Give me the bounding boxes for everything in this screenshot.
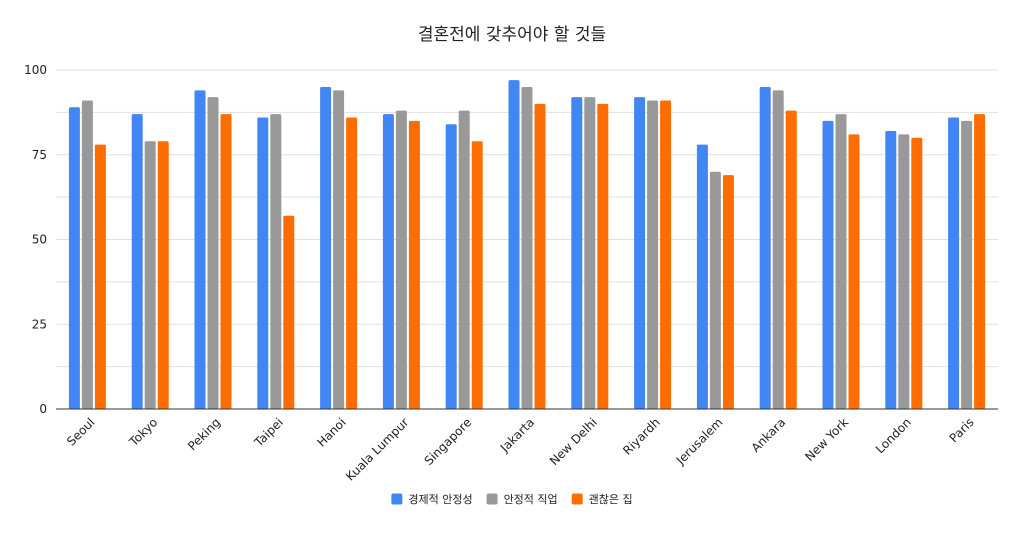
x-tick-label: New York [802,415,851,464]
x-tick-label: Seoul [64,415,97,448]
x-tick-label: London [873,415,914,456]
bar [521,86,533,409]
legend: 경제적 안정성 안정적 직업 괜찮은 집 [391,493,633,506]
bar [534,103,546,410]
bar [194,90,206,409]
bar [270,114,282,409]
x-tick-label: Kuala Lumpur [343,415,411,483]
bar [81,100,93,409]
legend-swatch [486,493,498,505]
legend-item: 경제적 안정성 [391,493,473,506]
bar [571,97,583,410]
bar [257,117,269,410]
x-tick-label: Riyardh [620,415,662,457]
bar [471,141,483,409]
bar [320,86,332,409]
bar [458,110,470,410]
bar [408,120,420,409]
bar [333,90,345,409]
legend-swatch [571,493,583,505]
bar [634,97,646,410]
x-tick-label: Hanoi [314,415,348,449]
x-tick-label: Paris [947,415,977,445]
bar [207,97,219,410]
y-axis-ticks: 0 25 50 75 100 [24,63,47,416]
legend-label: 괜찮은 집 [589,493,633,506]
bar [144,141,156,409]
bar [395,110,407,410]
bar [157,141,169,409]
x-tick-label: Ankara [749,415,789,455]
legend-item: 안정적 직업 [486,493,558,506]
bar [131,114,143,409]
bar [948,117,960,410]
y-tick-label: 75 [32,148,47,162]
bar [722,175,734,409]
x-tick-label: Jerusalem [673,415,726,468]
bar [346,117,358,410]
legend-item: 괜찮은 집 [571,493,633,506]
bar [974,114,986,409]
bar [68,107,80,409]
bar [647,100,659,409]
y-tick-label: 100 [24,63,47,77]
bar [382,114,394,409]
x-tick-label: Tokyo [126,415,160,449]
bar [772,90,784,409]
y-tick-label: 25 [32,317,47,331]
x-tick-label: Jakarta [497,415,537,455]
bars [68,80,986,410]
bar [660,100,672,409]
bar [584,97,596,410]
bar [898,134,910,409]
bar [911,137,923,410]
x-tick-label: Peking [185,415,223,453]
legend-label: 안정적 직업 [504,493,558,506]
bar [283,215,295,409]
bar [508,80,520,410]
x-tick-label: New Delhi [547,415,600,468]
chart-title: 결혼전에 갖추어야 할 것들 [418,25,606,45]
y-tick-label: 50 [32,233,47,247]
legend-label: 경제적 안정성 [408,493,472,506]
x-tick-label: Taipei [251,415,286,450]
bar [785,110,797,410]
bar [759,86,771,409]
y-tick-label: 0 [39,402,47,416]
bar [835,114,847,409]
bar [696,144,708,409]
x-tick-label: Singapore [422,415,475,468]
bar [220,114,232,409]
bar [885,131,897,409]
bar [848,134,860,409]
bar [94,144,106,409]
bar [709,171,721,409]
bar [445,124,457,410]
legend-swatch [391,493,403,505]
bar [822,120,834,409]
bar [597,103,609,410]
bar [961,120,973,409]
